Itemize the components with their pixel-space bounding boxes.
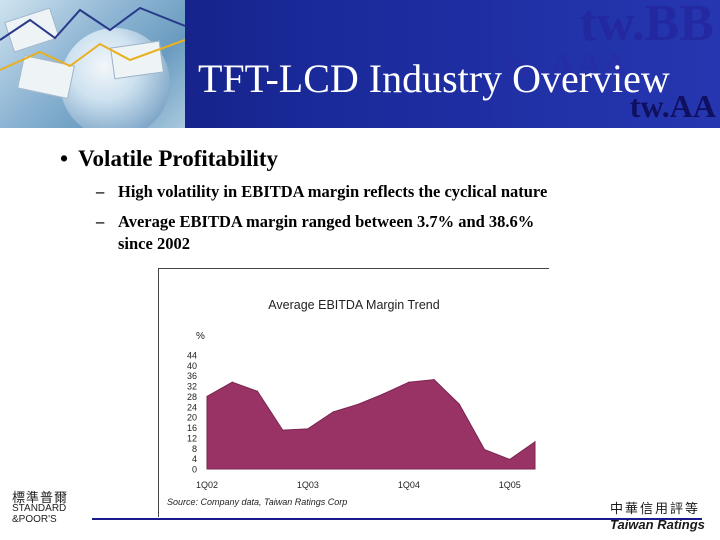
ebitda-data-point bbox=[483, 448, 486, 451]
chart-title: Average EBITDA Margin Trend bbox=[268, 298, 439, 312]
bullet-heading-text: Volatile Profitability bbox=[78, 146, 279, 171]
sp-logo-cn: 標準普爾 bbox=[12, 490, 69, 505]
ebitda-data-point bbox=[433, 379, 435, 381]
ebitda-data-point bbox=[256, 390, 259, 392]
rating-watermark: tw.AA bbox=[629, 88, 716, 124]
chart-source-note: Source: Company data, Taiwan Ratings Cor… bbox=[167, 497, 347, 507]
y-tick-label: 44 bbox=[187, 351, 197, 361]
x-tick-label: 1Q03 bbox=[297, 480, 319, 490]
ebitda-data-point bbox=[231, 381, 233, 383]
x-tick-label: 1Q04 bbox=[398, 480, 420, 490]
dash-icon: – bbox=[96, 212, 105, 231]
y-tick-label: 20 bbox=[187, 413, 197, 423]
rating-watermark: tw.AAA bbox=[505, 45, 628, 85]
ebitda-margin-area bbox=[206, 379, 536, 470]
sub-bullet: – High volatility in EBITDA margin reflec… bbox=[96, 182, 547, 202]
slide-header: tw.BB tw.AAA TFT-LCD Industry Overview t… bbox=[0, 0, 720, 128]
footer-divider bbox=[92, 518, 702, 520]
chart-svg: Average EBITDA Margin Trend% 048121620242… bbox=[167, 298, 536, 507]
ebitda-data-point bbox=[282, 429, 284, 431]
taiwan-ratings-logo-en: Taiwan Ratings bbox=[610, 517, 705, 532]
y-tick-label: 36 bbox=[187, 371, 197, 381]
ebitda-data-point bbox=[383, 393, 385, 395]
taiwan-ratings-logo: 中華信用評等 Taiwan Ratings bbox=[610, 498, 705, 532]
sub-bullet: – Average EBITDA margin ranged between 3.… bbox=[96, 212, 534, 232]
sub-bullet-text: High volatility in EBITDA margin reflect… bbox=[118, 182, 548, 201]
ebitda-data-point bbox=[307, 428, 309, 430]
bullet-dot-icon: • bbox=[60, 146, 69, 171]
y-tick-label: 8 bbox=[192, 444, 197, 454]
y-tick-label: 32 bbox=[187, 382, 197, 392]
taiwan-ratings-logo-cn: 中華信用評等 bbox=[610, 501, 701, 516]
ebitda-data-point bbox=[408, 381, 410, 383]
dash-icon: – bbox=[96, 182, 105, 201]
y-tick-label: 0 bbox=[192, 465, 197, 475]
sub-bullet-text: Average EBITDA margin ranged between 3.7… bbox=[118, 212, 535, 231]
header-photo bbox=[0, 0, 185, 128]
bullet-heading: • Volatile Profitability bbox=[60, 146, 278, 172]
y-tick-label: 4 bbox=[192, 454, 197, 464]
x-tick-label: 1Q02 bbox=[196, 480, 218, 490]
ebitda-data-point bbox=[206, 395, 208, 398]
y-axis-unit-label: % bbox=[196, 331, 205, 342]
sp-logo-line1: STANDARD bbox=[12, 503, 67, 514]
y-tick-label: 28 bbox=[187, 392, 197, 402]
sp-logo: 標準普爾 STANDARD &POOR'S bbox=[12, 490, 69, 525]
rating-watermark: tw.BB bbox=[579, 0, 714, 52]
ebitda-data-point bbox=[534, 441, 536, 443]
y-tick-label: 12 bbox=[187, 433, 197, 443]
y-tick-label: 24 bbox=[187, 402, 197, 412]
ebitda-data-point bbox=[509, 458, 511, 461]
chart-line-graphic bbox=[0, 6, 185, 71]
y-tick-label: 16 bbox=[187, 423, 197, 433]
sp-logo-line2: &POOR'S bbox=[12, 514, 57, 525]
ebitda-chart: Average EBITDA Margin Trend% 0 4 8 12 16 20 24 2… bbox=[158, 268, 549, 517]
y-tick-label: 40 bbox=[187, 361, 197, 371]
slide-title: TFT-LCD Industry Overview bbox=[198, 56, 670, 101]
ebitda-data-point bbox=[357, 403, 359, 405]
ebitda-data-point bbox=[458, 403, 460, 405]
sub-bullet-continuation: since 2002 bbox=[118, 234, 190, 253]
ebitda-data-point bbox=[332, 411, 334, 413]
x-tick-label: 1Q05 bbox=[499, 480, 521, 490]
